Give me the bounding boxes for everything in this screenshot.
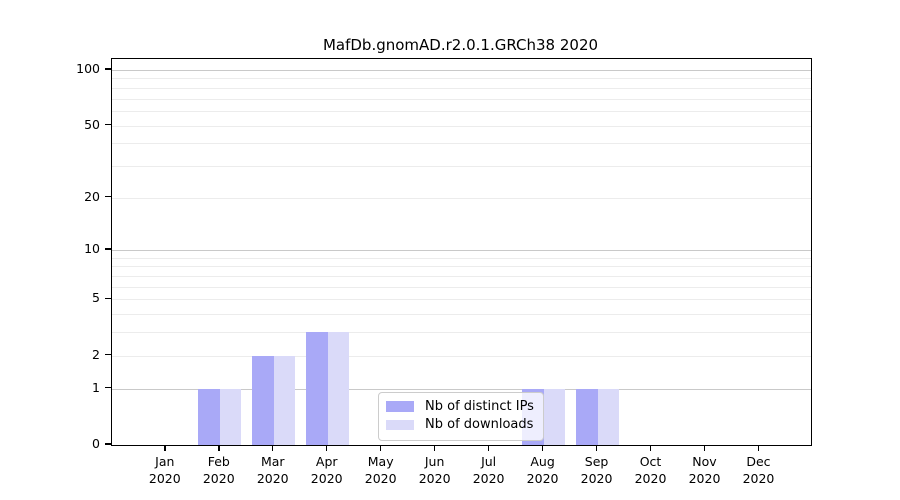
y-tick-label: 100 xyxy=(76,60,100,76)
bar-downloads xyxy=(219,388,242,445)
x-tick-label: May 2020 xyxy=(364,454,397,486)
x-tick-label: Aug 2020 xyxy=(526,454,559,486)
legend-label-downloads: Nb of downloads xyxy=(425,417,534,433)
legend-swatch-distinct-ips xyxy=(386,401,414,412)
x-tick-mark xyxy=(541,446,544,451)
y-tick-label: 0 xyxy=(92,436,100,451)
bar-downloads xyxy=(597,388,620,445)
y-gridline-major xyxy=(112,69,811,72)
y-gridline-minor xyxy=(112,332,811,334)
y-tick-mark xyxy=(105,248,111,250)
bar-distinct-ips xyxy=(576,388,598,445)
y-gridline-minor xyxy=(112,87,811,89)
bar-downloads xyxy=(543,388,566,445)
y-tick-label: 2 xyxy=(92,346,100,362)
x-tick-label: Feb 2020 xyxy=(202,454,235,486)
y-tick-label: 10 xyxy=(84,241,100,257)
y-gridline-minor xyxy=(112,286,811,288)
y-gridline-minor xyxy=(112,78,811,80)
x-tick-label: Oct 2020 xyxy=(634,454,667,486)
x-tick-mark xyxy=(218,446,220,451)
y-gridline-minor xyxy=(112,266,811,268)
y-tick-mark xyxy=(105,123,111,126)
x-tick-label: Jul 2020 xyxy=(472,454,505,486)
x-tick-mark xyxy=(757,446,760,451)
x-tick-mark xyxy=(433,446,436,451)
y-tick-mark xyxy=(105,386,111,389)
x-tick-mark xyxy=(487,446,490,451)
y-tick-mark xyxy=(105,443,111,445)
y-tick-label: 1 xyxy=(92,379,100,395)
bar-downloads xyxy=(327,332,350,445)
bar-downloads xyxy=(273,355,296,445)
x-tick-mark xyxy=(649,446,652,451)
y-tick-label: 5 xyxy=(92,290,100,306)
x-tick-label: Mar 2020 xyxy=(256,454,289,486)
x-tick-mark xyxy=(595,446,598,451)
y-gridline-minor xyxy=(112,355,811,357)
y-gridline-minor xyxy=(112,197,811,199)
chart-title: MafDb.gnomAD.r2.0.1.GRCh38 2020 xyxy=(322,36,599,54)
y-tick-mark xyxy=(105,195,111,198)
x-tick-label: Jun 2020 xyxy=(418,454,451,486)
y-tick-label: 20 xyxy=(84,188,100,204)
x-tick-mark xyxy=(325,446,328,451)
y-tick-mark xyxy=(105,297,111,300)
legend: Nb of distinct IPs Nb of downloads xyxy=(378,392,544,441)
legend-item-distinct-ips: Nb of distinct IPs xyxy=(379,397,543,416)
y-gridline-minor xyxy=(112,98,811,100)
x-tick-label: Sep 2020 xyxy=(580,454,613,486)
x-tick-mark xyxy=(379,446,382,451)
y-gridline-minor xyxy=(112,314,811,316)
bar-distinct-ips xyxy=(198,388,220,445)
x-tick-label: Dec 2020 xyxy=(742,454,775,486)
x-tick-label: Nov 2020 xyxy=(688,454,721,486)
x-tick-mark xyxy=(703,446,706,451)
legend-item-downloads: Nb of downloads xyxy=(379,416,543,435)
x-tick-mark xyxy=(164,446,166,451)
x-tick-label: Apr 2020 xyxy=(310,454,343,486)
y-gridline-minor xyxy=(112,110,811,112)
y-gridline-minor xyxy=(112,299,811,301)
plot-area: Nb of distinct IPs Nb of downloads xyxy=(111,58,812,446)
y-tick-mark xyxy=(105,68,111,70)
y-gridline-minor xyxy=(112,125,811,127)
y-gridline-major xyxy=(112,388,811,390)
y-gridline-minor xyxy=(112,165,811,167)
y-gridline-minor xyxy=(112,257,811,259)
bar-distinct-ips xyxy=(252,355,274,445)
legend-label-distinct-ips: Nb of distinct IPs xyxy=(425,398,534,414)
y-gridline-major xyxy=(112,250,811,252)
legend-swatch-downloads xyxy=(386,419,414,430)
y-gridline-minor xyxy=(112,143,811,145)
y-gridline-minor xyxy=(112,276,811,278)
y-tick-mark xyxy=(105,353,111,356)
x-tick-mark xyxy=(271,446,274,451)
bar-distinct-ips xyxy=(306,332,328,445)
x-tick-label: Jan 2020 xyxy=(148,454,181,486)
y-tick-label: 50 xyxy=(84,116,100,132)
